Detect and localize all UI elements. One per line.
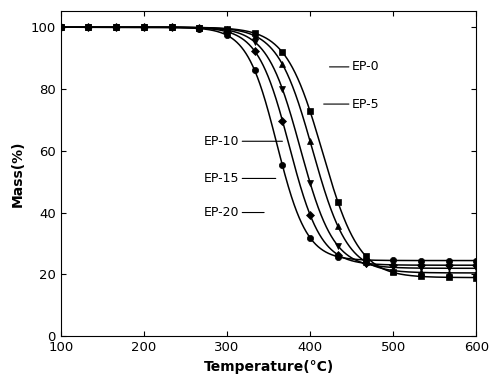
Text: EP-15: EP-15 [204, 172, 240, 185]
Text: EP-5: EP-5 [352, 97, 380, 110]
X-axis label: Temperature(°C): Temperature(°C) [204, 360, 334, 374]
Text: EP-20: EP-20 [204, 206, 240, 219]
Y-axis label: Mass(%): Mass(%) [11, 141, 25, 207]
Text: EP-10: EP-10 [204, 135, 240, 148]
Text: EP-0: EP-0 [352, 60, 380, 74]
